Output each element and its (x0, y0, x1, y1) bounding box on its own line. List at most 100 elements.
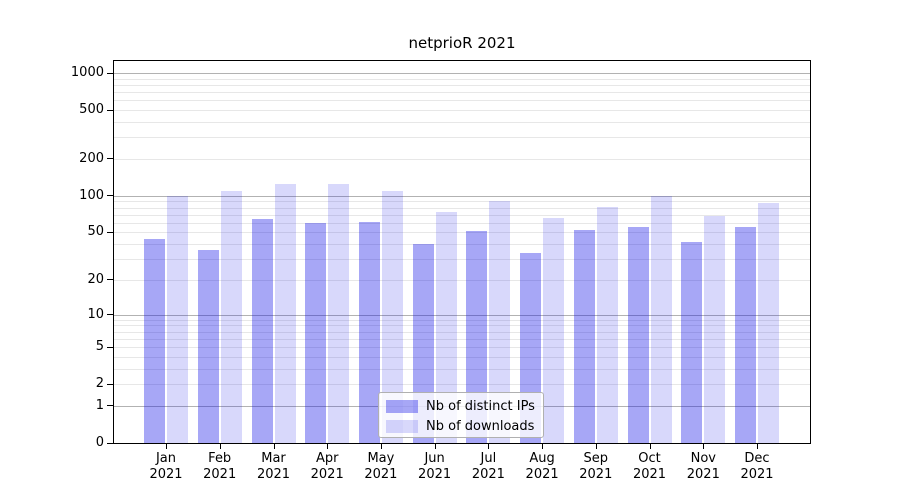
x-tick-label: Jun 2021 (407, 451, 463, 483)
bar-distinct-ips-feb (197, 249, 219, 443)
gridline-minor (114, 368, 810, 370)
legend-label-distinct-ips: Nb of distinct IPs (426, 399, 535, 414)
legend-swatch-distinct-ips (386, 400, 418, 413)
gridline-minor (114, 319, 810, 321)
y-tick-mark (107, 346, 113, 348)
y-tick-mark (107, 72, 113, 74)
gridline-minor (114, 331, 810, 333)
x-tick-year: 2021 (364, 467, 398, 482)
x-tick-month: Jul (480, 451, 497, 466)
y-tick-mark (107, 158, 113, 160)
gridline-major (114, 73, 810, 74)
bar-downloads-sep (596, 207, 618, 443)
bar-distinct-ips-sep (573, 230, 595, 443)
gridline-minor (114, 214, 810, 216)
gridline-minor (114, 338, 810, 340)
gridline-minor (114, 201, 810, 203)
x-tick-year: 2021 (149, 467, 183, 482)
gridline-minor (114, 207, 810, 209)
x-tick-month: Jan (155, 451, 177, 466)
x-tick-year: 2021 (256, 467, 291, 482)
x-tick-month: Dec (744, 451, 770, 466)
chart-title: netprioR 2021 (408, 34, 516, 52)
x-tick-year: 2021 (525, 467, 559, 482)
gridline-minor (114, 347, 810, 348)
x-tick-label: Feb 2021 (192, 451, 248, 483)
x-tick-month: Nov (690, 451, 716, 466)
y-tick-mark (107, 383, 113, 385)
x-tick-mark (327, 444, 329, 449)
x-tick-month: Mar (261, 451, 286, 466)
bar-distinct-ips-apr (305, 222, 327, 443)
x-tick-month: Oct (638, 451, 661, 466)
x-tick-mark (380, 444, 382, 449)
x-tick-month: Feb (208, 451, 232, 466)
x-tick-label: Jul 2021 (460, 451, 516, 483)
y-tick-label: 1 (95, 397, 104, 413)
x-tick-month: Jun (424, 451, 445, 466)
bar-downloads-apr (328, 184, 350, 443)
gridline-minor (114, 100, 810, 102)
x-tick-mark (595, 444, 597, 449)
x-tick-month: May (367, 451, 395, 466)
y-tick-mark (107, 314, 113, 316)
gridline-minor (114, 259, 810, 261)
gridline-minor (114, 122, 810, 123)
y-tick-label: 50 (87, 224, 104, 240)
x-tick-label: Oct 2021 (622, 451, 678, 483)
x-tick-label: Jan 2021 (138, 451, 194, 483)
bar-downloads-oct (650, 195, 672, 443)
legend-label-downloads: Nb of downloads (426, 419, 535, 434)
gridline-minor (114, 158, 810, 160)
gridline-minor (114, 384, 810, 386)
x-tick-label: Nov 2021 (675, 451, 731, 483)
y-tick-mark (107, 442, 113, 444)
gridline-minor (114, 110, 810, 111)
legend-item-downloads: Nb of downloads (386, 417, 543, 436)
y-tick-mark (107, 195, 113, 197)
x-tick-mark (649, 444, 651, 449)
gridline-minor (114, 137, 810, 139)
x-tick-year: 2021 (471, 467, 505, 482)
legend-swatch-downloads (386, 420, 418, 433)
y-tick-label: 500 (79, 102, 104, 117)
legend-item-distinct-ips: Nb of distinct IPs (386, 397, 543, 416)
x-tick-label: Dec 2021 (729, 451, 785, 483)
gridline-minor (114, 325, 810, 327)
x-tick-label: Mar 2021 (246, 451, 302, 483)
gridline-major (114, 314, 810, 316)
y-tick-label: 5 (95, 339, 104, 354)
x-tick-mark (273, 444, 275, 449)
bar-downloads-nov (704, 216, 726, 443)
y-tick-label: 200 (79, 150, 104, 166)
gridline-minor (114, 78, 810, 80)
x-tick-year: 2021 (418, 467, 452, 482)
x-tick-month: Aug (529, 451, 555, 466)
gridline-minor (114, 356, 810, 358)
bar-downloads-jan (167, 195, 188, 443)
gridline-minor (114, 84, 810, 86)
x-tick-year: 2021 (579, 467, 613, 482)
y-tick-label: 2 (95, 376, 104, 392)
x-tick-year: 2021 (686, 467, 720, 482)
bar-downloads-dec (758, 203, 779, 443)
y-tick-label: 1000 (70, 65, 104, 80)
x-tick-mark (757, 444, 758, 449)
y-tick-label: 100 (79, 187, 104, 203)
bar-distinct-ips-nov (681, 241, 703, 443)
gridline-minor (114, 232, 810, 234)
x-tick-year: 2021 (310, 467, 344, 482)
bar-distinct-ips-mar (251, 218, 273, 443)
x-tick-year: 2021 (740, 467, 774, 482)
bar-distinct-ips-dec (735, 227, 756, 443)
legend: Nb of distinct IPs Nb of downloads (378, 392, 544, 438)
x-tick-mark (219, 444, 221, 449)
y-tick-label: 10 (87, 306, 104, 322)
x-tick-mark (434, 444, 436, 449)
bar-distinct-ips-jan (144, 239, 165, 443)
bar-downloads-mar (274, 184, 296, 443)
gridline-major (114, 195, 810, 197)
x-tick-year: 2021 (632, 467, 667, 482)
y-tick-label: 20 (87, 271, 104, 287)
